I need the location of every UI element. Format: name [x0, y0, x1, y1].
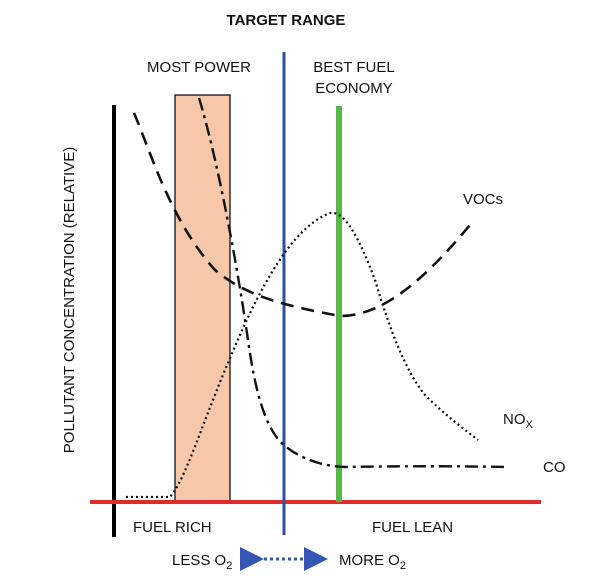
nox-label: NOX [503, 411, 534, 431]
diagram-title: TARGET RANGE [227, 12, 346, 29]
nox-label-main: NO [503, 411, 526, 428]
more-o2-sub: 2 [400, 560, 406, 572]
vocs-label: VOCs [463, 191, 503, 208]
more-o2-label: MORE O2 [339, 552, 406, 572]
nox-curve [126, 211, 479, 499]
fuel-lean-label: FUEL LEAN [372, 519, 453, 536]
best-fuel-label-line2: ECONOMY [315, 80, 393, 97]
less-o2-main: LESS O [172, 552, 226, 569]
co-label: CO [543, 459, 566, 476]
co-curve [197, 97, 509, 469]
less-o2-label: LESS O2 [172, 552, 232, 572]
best-fuel-label-line1: BEST FUEL [313, 59, 394, 76]
most-power-band [174, 94, 231, 504]
vocs-curve [132, 112, 471, 318]
more-o2-main: MORE O [339, 552, 400, 569]
nox-label-sub: X [526, 419, 534, 431]
fuel-rich-label: FUEL RICH [133, 519, 212, 536]
most-power-label: MOST POWER [147, 59, 251, 76]
y-axis-label: POLLUTANT CONCENTRATION (RELATIVE) [61, 147, 78, 453]
less-o2-sub: 2 [226, 560, 232, 572]
